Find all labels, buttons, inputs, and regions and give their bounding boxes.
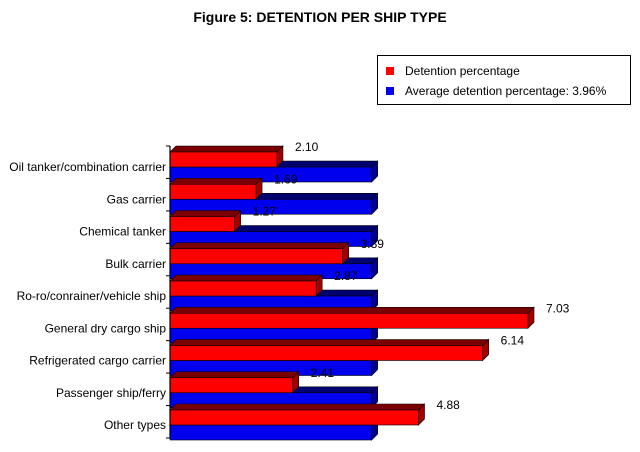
legend-label-average: Average detention percentage: 3.96% — [405, 84, 607, 98]
bar-detention-2 — [169, 209, 242, 233]
category-label-4: Ro-ro/conrainer/vehicle ship — [17, 289, 167, 303]
bar-detention-6 — [169, 338, 490, 362]
legend-label-detention: Detention percentage — [405, 64, 520, 78]
data-label-3: 3.39 — [361, 237, 385, 251]
bar-detention-4 — [169, 274, 323, 297]
data-label-6: 6.14 — [501, 334, 525, 348]
bar-detention-0 — [169, 145, 284, 168]
data-label-8: 4.88 — [437, 398, 461, 412]
data-label-0: 2.10 — [295, 140, 319, 154]
bar-detention-8 — [169, 403, 426, 426]
bar-detention-1 — [169, 177, 263, 200]
category-label-3: Bulk carrier — [105, 257, 166, 271]
category-label-8: Other types — [104, 418, 166, 432]
bar-detention-3 — [169, 242, 350, 265]
legend-swatch-average — [386, 87, 394, 95]
data-label-4: 2.87 — [334, 269, 358, 283]
category-label-1: Gas carrier — [107, 192, 166, 206]
legend-swatch-detention — [386, 67, 394, 75]
category-label-7: Passenger ship/ferry — [56, 386, 166, 400]
category-label-5: General dry cargo ship — [45, 321, 167, 335]
bar-detention-7 — [169, 371, 300, 394]
chart-title: Figure 5: DETENTION PER SHIP TYPE — [193, 9, 447, 25]
category-label-6: Refrigerated cargo carrier — [29, 354, 166, 368]
category-label-2: Chemical tanker — [79, 225, 166, 239]
data-label-7: 2.41 — [311, 366, 335, 380]
bar-detention-5 — [169, 306, 535, 329]
data-label-2: 1.27 — [253, 205, 277, 219]
category-label-0: Oil tanker/combination carrier — [9, 160, 166, 174]
legend: Detention percentage Average detention p… — [377, 55, 631, 105]
data-label-5: 7.03 — [546, 301, 570, 315]
data-label-1: 1.69 — [274, 172, 298, 186]
